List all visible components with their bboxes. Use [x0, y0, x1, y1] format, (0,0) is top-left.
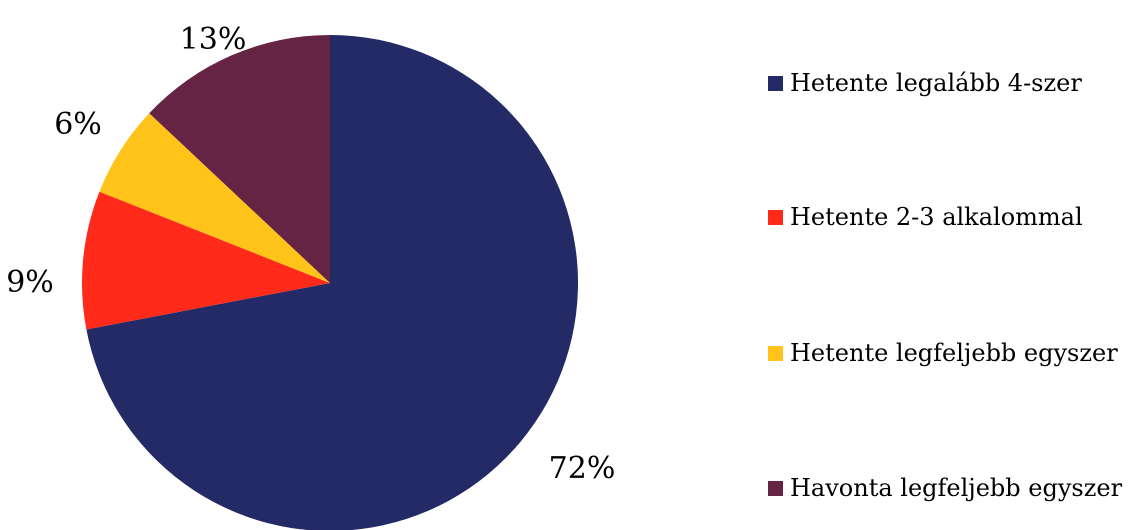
legend-label-0: Hetente legalább 4-szer [790, 69, 1082, 97]
pie-slices [82, 35, 578, 530]
legend-item-2: Hetente legfeljebb egyszer [768, 339, 1118, 367]
legend-label-2: Hetente legfeljebb egyszer [790, 339, 1118, 367]
legend-swatch-0 [768, 75, 783, 91]
slice-label-3: 13% [180, 22, 247, 57]
legend-swatch-1 [768, 209, 783, 225]
legend-label-3: Havonta legfeljebb egyszer [790, 474, 1123, 502]
pie-labels: 72% 9% 6% 13% [6, 22, 615, 486]
legend-item-1: Hetente 2-3 alkalommal [768, 203, 1083, 231]
legend-swatch-2 [768, 345, 783, 361]
slice-label-0: 72% [549, 451, 616, 486]
legend: Hetente legalább 4-szer Hetente 2-3 alka… [768, 0, 1129, 530]
pie-slice-1 [82, 191, 330, 330]
legend-swatch-3 [768, 480, 783, 496]
legend-item-3: Havonta legfeljebb egyszer [768, 474, 1122, 502]
slice-label-1: 9% [6, 265, 54, 300]
pie-slice-2 [99, 113, 330, 283]
slice-label-2: 6% [54, 107, 102, 142]
pie-slice-3 [149, 35, 330, 283]
legend-label-1: Hetente 2-3 alkalommal [790, 203, 1083, 231]
legend-item-0: Hetente legalább 4-szer [768, 69, 1082, 97]
pie-slice-0 [86, 35, 578, 530]
